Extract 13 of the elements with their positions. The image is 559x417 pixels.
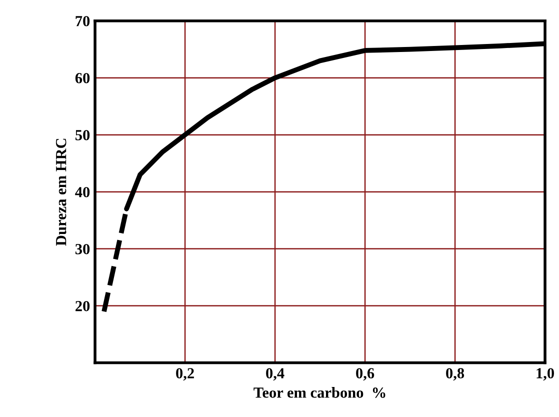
x-tick-label: 0,6 — [356, 368, 374, 381]
y-tick-label: 70 — [76, 16, 90, 26]
x-tick-label: 1,0 — [536, 368, 554, 381]
x-axis-title: Teor em carbono % — [254, 387, 386, 398]
y-tick-label: 20 — [76, 300, 90, 312]
y-tick-label: 40 — [75, 186, 90, 198]
y-axis-title: Dureza em HRC — [56, 138, 66, 246]
y-tick-label: 50 — [76, 130, 90, 140]
x-tick-label: 0,2 — [176, 368, 194, 381]
y-tick-label: 30 — [75, 244, 90, 254]
y-tick-label: 60 — [75, 72, 90, 84]
x-tick-label: 0,4 — [266, 368, 284, 381]
x-tick-label: 0,8 — [446, 368, 464, 381]
